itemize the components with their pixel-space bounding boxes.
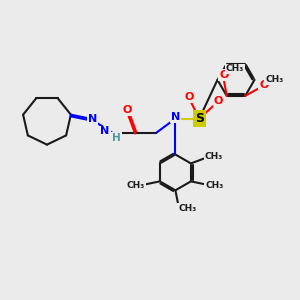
Text: CH₃: CH₃ <box>265 75 283 84</box>
Text: CH₃: CH₃ <box>205 152 223 161</box>
Text: N: N <box>100 127 110 136</box>
Text: CH₃: CH₃ <box>178 204 196 213</box>
Text: O: O <box>123 105 132 115</box>
Text: N: N <box>171 112 180 122</box>
Text: O: O <box>214 96 224 106</box>
Text: CH₃: CH₃ <box>205 181 223 190</box>
Text: O: O <box>259 80 268 90</box>
Text: CH₃: CH₃ <box>226 64 244 74</box>
Text: O: O <box>219 70 228 80</box>
Text: S: S <box>195 112 204 125</box>
Text: N: N <box>88 114 97 124</box>
Text: H: H <box>112 133 121 143</box>
Text: O: O <box>184 92 194 102</box>
Text: CH₃: CH₃ <box>127 181 145 190</box>
